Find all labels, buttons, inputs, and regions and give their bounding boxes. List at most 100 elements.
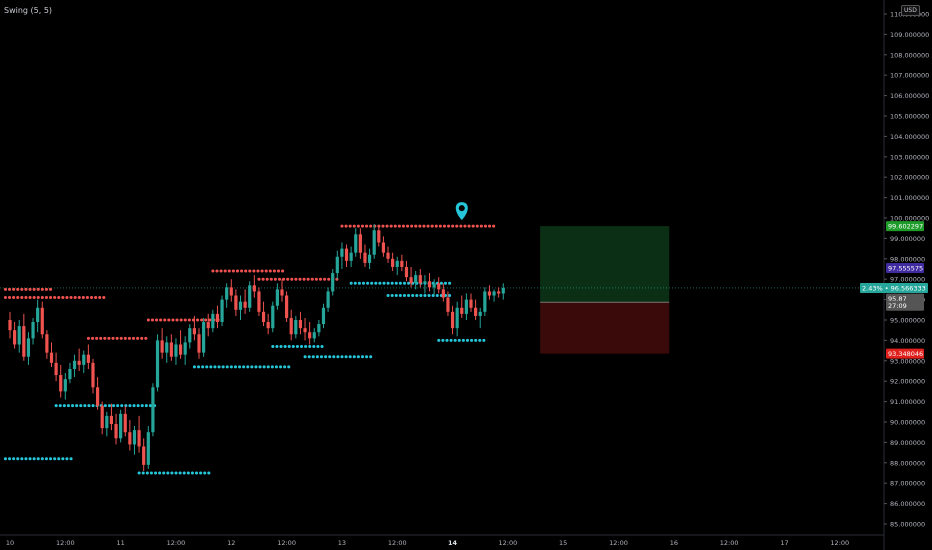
price-label-badge bbox=[886, 300, 924, 311]
candle-body bbox=[441, 289, 445, 298]
candle-body bbox=[409, 277, 413, 284]
candle-body bbox=[63, 379, 67, 392]
candle-body bbox=[123, 413, 127, 433]
candle-body bbox=[238, 301, 243, 310]
candle-body bbox=[331, 273, 335, 292]
indicator-legend[interactable]: Swing (5, 5) bbox=[4, 6, 53, 15]
candle-body bbox=[418, 275, 422, 284]
candle-body bbox=[142, 446, 146, 465]
candle-body bbox=[114, 424, 118, 439]
candle-body bbox=[211, 313, 215, 329]
price-label-badge bbox=[886, 348, 924, 359]
candle-body bbox=[474, 307, 478, 316]
candle-body bbox=[160, 340, 164, 353]
price-tick-label: 93.000000 bbox=[890, 357, 925, 365]
candle-body bbox=[317, 324, 321, 333]
candle-body bbox=[82, 354, 86, 365]
candle-body bbox=[294, 320, 298, 335]
candle-body bbox=[155, 340, 160, 388]
candle-body bbox=[174, 344, 178, 357]
candle-body bbox=[501, 287, 505, 294]
price-label-badge bbox=[860, 282, 928, 293]
candle-body bbox=[289, 317, 293, 335]
time-tick-label: 12:00 bbox=[167, 539, 186, 547]
time-tick-label: 12:00 bbox=[720, 539, 739, 547]
time-tick-label: 12:00 bbox=[609, 539, 628, 547]
candle-body bbox=[202, 322, 206, 353]
currency-button[interactable]: USD bbox=[901, 5, 920, 16]
time-tick-label: 10 bbox=[6, 539, 14, 547]
time-tick-label: 12:00 bbox=[830, 539, 849, 547]
time-tick-label: 12 bbox=[227, 539, 235, 547]
price-tick-label: 92.000000 bbox=[890, 378, 925, 386]
price-label-text: 95.87 bbox=[888, 295, 907, 303]
candle-body bbox=[308, 332, 312, 339]
price-tick-label: 85.000000 bbox=[890, 521, 925, 529]
candle-body bbox=[354, 234, 358, 253]
candle-body bbox=[487, 291, 492, 296]
candles bbox=[8, 224, 505, 471]
candle-body bbox=[45, 334, 49, 353]
price-tick-label: 94.000000 bbox=[890, 337, 925, 345]
map-marker-icon bbox=[455, 202, 468, 221]
candle-body bbox=[391, 258, 395, 267]
candle-body bbox=[340, 248, 344, 257]
price-tick-label: 101.000000 bbox=[890, 194, 929, 202]
candle-body bbox=[188, 328, 192, 343]
candle-body bbox=[225, 287, 229, 300]
candle-body bbox=[119, 413, 123, 439]
candle-body bbox=[192, 328, 196, 335]
price-tick-label: 108.000000 bbox=[890, 51, 929, 59]
candle-body bbox=[358, 234, 362, 253]
candle-body bbox=[31, 322, 35, 339]
candle-body bbox=[335, 256, 339, 274]
price-tick-label: 90.000000 bbox=[890, 419, 925, 427]
candle-body bbox=[49, 352, 54, 363]
candle-body bbox=[22, 326, 26, 357]
candle-body bbox=[483, 291, 487, 312]
price-labels: 99.602297 97.555575 2.43% • 96.566333 95.87… bbox=[860, 221, 928, 359]
candle-body bbox=[423, 281, 427, 284]
price-label-text: 99.602297 bbox=[888, 223, 923, 231]
price-tick-label: 107.000000 bbox=[890, 72, 929, 80]
time-tick-label: 12:00 bbox=[56, 539, 75, 547]
candle-body bbox=[266, 322, 270, 329]
price-tick-label: 104.000000 bbox=[890, 133, 929, 141]
candle-body bbox=[165, 342, 169, 353]
candle-body bbox=[151, 387, 155, 433]
candle-body bbox=[72, 360, 77, 369]
time-tick-label: 12:00 bbox=[388, 539, 407, 547]
candle-body bbox=[280, 289, 284, 296]
candle-body bbox=[86, 354, 90, 363]
candle-body bbox=[298, 320, 303, 329]
time-axis: 10 12:00 11 12:00 12 12:00 13 12:00 14 12:00 15 12:… bbox=[6, 539, 849, 547]
candle-body bbox=[169, 342, 173, 357]
candle-body bbox=[109, 415, 114, 425]
candle-body bbox=[492, 291, 496, 296]
candle-body bbox=[17, 326, 21, 345]
candle-body bbox=[77, 360, 81, 365]
candle-body bbox=[497, 291, 501, 294]
candle-body bbox=[377, 230, 381, 243]
price-tick-label: 106.000000 bbox=[890, 92, 929, 100]
candle-body bbox=[128, 432, 132, 445]
marker-hole bbox=[458, 205, 465, 212]
candle-body bbox=[40, 307, 44, 335]
candle-body bbox=[395, 260, 399, 267]
candle-body bbox=[446, 297, 450, 312]
candle-body bbox=[36, 307, 40, 323]
candle-body bbox=[8, 320, 12, 331]
candle-body bbox=[261, 311, 266, 323]
candle-body bbox=[252, 285, 256, 292]
price-label-text: 97.555575 bbox=[888, 264, 923, 272]
candle-body bbox=[312, 332, 316, 339]
candle-body bbox=[400, 260, 404, 267]
price-label-text: 93.348046 bbox=[888, 350, 923, 358]
candle-body bbox=[386, 252, 390, 259]
price-tick-label: 99.000000 bbox=[890, 235, 925, 243]
candle-body bbox=[303, 328, 307, 333]
candle-body bbox=[95, 387, 100, 406]
swing-high-level-group bbox=[3, 224, 496, 340]
